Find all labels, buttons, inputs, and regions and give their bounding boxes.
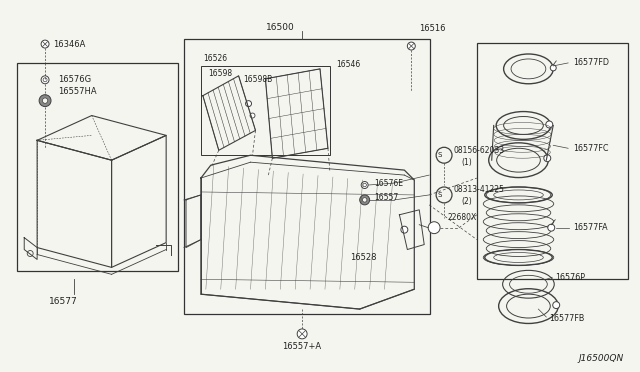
Text: 16577: 16577: [49, 296, 78, 306]
Text: 16557HA: 16557HA: [58, 87, 97, 96]
Circle shape: [546, 121, 553, 128]
Text: 16346A: 16346A: [53, 39, 85, 49]
Text: S: S: [438, 192, 442, 198]
Text: 08313-41225: 08313-41225: [454, 186, 505, 195]
Text: 16577FA: 16577FA: [573, 223, 608, 232]
Text: 16516: 16516: [419, 24, 445, 33]
Text: 16576E: 16576E: [374, 179, 404, 187]
Text: 16557+A: 16557+A: [283, 342, 322, 351]
Text: (2): (2): [461, 198, 472, 206]
Text: J16500QN: J16500QN: [579, 354, 624, 363]
Text: 16598: 16598: [208, 69, 232, 78]
Circle shape: [39, 95, 51, 107]
Circle shape: [401, 226, 408, 233]
Text: S: S: [438, 152, 442, 158]
Text: 16500: 16500: [266, 23, 294, 32]
Bar: [17, 63, 178, 271]
Text: 22680X: 22680X: [447, 213, 476, 222]
Circle shape: [362, 198, 367, 202]
Circle shape: [550, 65, 556, 71]
Circle shape: [246, 101, 252, 107]
Text: 08156-62033: 08156-62033: [454, 146, 505, 155]
Circle shape: [41, 40, 49, 48]
Text: 16576P: 16576P: [556, 273, 585, 282]
Text: 16526: 16526: [203, 54, 227, 64]
Text: (1): (1): [461, 158, 472, 167]
Bar: [477, 43, 628, 279]
Circle shape: [360, 195, 370, 205]
Text: 16577FC: 16577FC: [573, 144, 609, 153]
Circle shape: [41, 76, 49, 84]
Text: 16557: 16557: [374, 193, 399, 202]
Text: 16528: 16528: [350, 253, 376, 262]
Circle shape: [361, 182, 368, 189]
Bar: [184, 39, 430, 314]
Circle shape: [548, 224, 555, 231]
Circle shape: [42, 98, 48, 103]
Text: 16577FB: 16577FB: [549, 314, 585, 324]
Text: 16546: 16546: [336, 60, 360, 70]
Circle shape: [544, 155, 551, 162]
Circle shape: [407, 42, 415, 50]
Circle shape: [297, 329, 307, 339]
Text: 16576G: 16576G: [58, 75, 91, 84]
Circle shape: [250, 113, 255, 118]
Text: 16598B: 16598B: [244, 75, 273, 84]
Circle shape: [428, 222, 440, 234]
Circle shape: [553, 302, 560, 309]
Text: 16577FD: 16577FD: [573, 58, 609, 67]
Bar: [201, 66, 330, 155]
